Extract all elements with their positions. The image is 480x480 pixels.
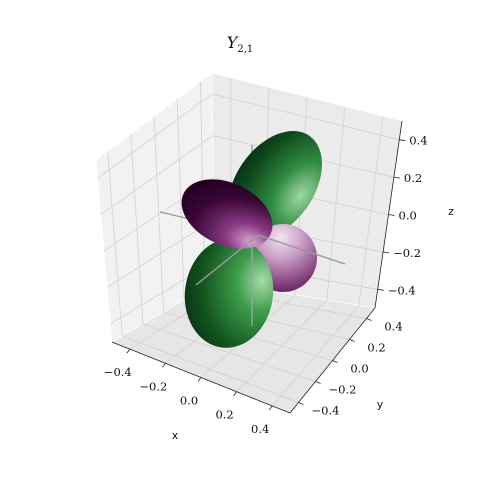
lobe-lower-green	[184, 238, 274, 348]
z-tick-label: 0.4	[409, 134, 427, 148]
z-tick-label: 0.2	[404, 171, 422, 185]
y-gridline	[130, 133, 316, 382]
z-gridline	[100, 135, 394, 215]
x-tick-label: 0.0	[180, 394, 198, 408]
x-tick-label: −0.2	[139, 379, 167, 393]
z-tick	[393, 176, 400, 179]
x-tick	[126, 348, 131, 354]
y-tick-label: −0.2	[329, 383, 357, 397]
z-axis-label: z	[448, 205, 454, 218]
y-tick-label: 0.0	[350, 362, 368, 376]
y-tick	[298, 402, 304, 405]
z-tick-label: 0.0	[399, 209, 417, 223]
z-gridline	[103, 177, 389, 252]
z-tick	[388, 214, 395, 216]
y-tick	[315, 381, 321, 384]
tick-marks: −0.4 −0.2 0.0 0.2 0.4 −0.4 −0.2 0.0 0.2 0.4 −0.4 −0…	[104, 134, 428, 436]
x-tick-label: 0.2	[215, 408, 233, 422]
inner-x-axis-line-front	[257, 234, 346, 265]
y-gridline	[176, 99, 350, 340]
z-tick	[377, 288, 384, 291]
chart-title: Y2,1	[227, 33, 253, 55]
z-tick-label: −0.2	[393, 246, 421, 260]
x-gridline	[236, 106, 346, 392]
x-tick	[233, 391, 237, 396]
y-tick	[366, 318, 372, 321]
x-tick-label: 0.4	[251, 422, 269, 436]
chart-title-subscript: 2,1	[237, 44, 253, 55]
x-tick	[268, 405, 273, 411]
y-tick-label: −0.4	[312, 404, 340, 418]
x-tick	[162, 363, 166, 368]
x-tick	[197, 377, 202, 382]
lobe-upper-purple	[181, 179, 273, 249]
y-axis-label: y	[377, 398, 384, 411]
gridlines	[97, 77, 400, 407]
z-gridline	[97, 93, 400, 179]
y-tick-label: 0.4	[384, 320, 402, 334]
y-tick	[332, 360, 338, 363]
y-gridline	[153, 116, 333, 361]
z-tick	[383, 251, 390, 254]
z-tick-label: −0.4	[388, 283, 416, 297]
x-gridline	[271, 116, 384, 407]
chart-title-main: Y	[227, 33, 239, 52]
x-tick-label: −0.4	[104, 365, 132, 379]
y-gridline	[107, 151, 299, 403]
y-tick-label: 0.2	[367, 341, 385, 355]
z-tick	[399, 139, 406, 142]
inner-y-axis-line-front	[195, 234, 259, 286]
y-tick	[349, 339, 355, 342]
x-axis-label: x	[172, 429, 179, 442]
